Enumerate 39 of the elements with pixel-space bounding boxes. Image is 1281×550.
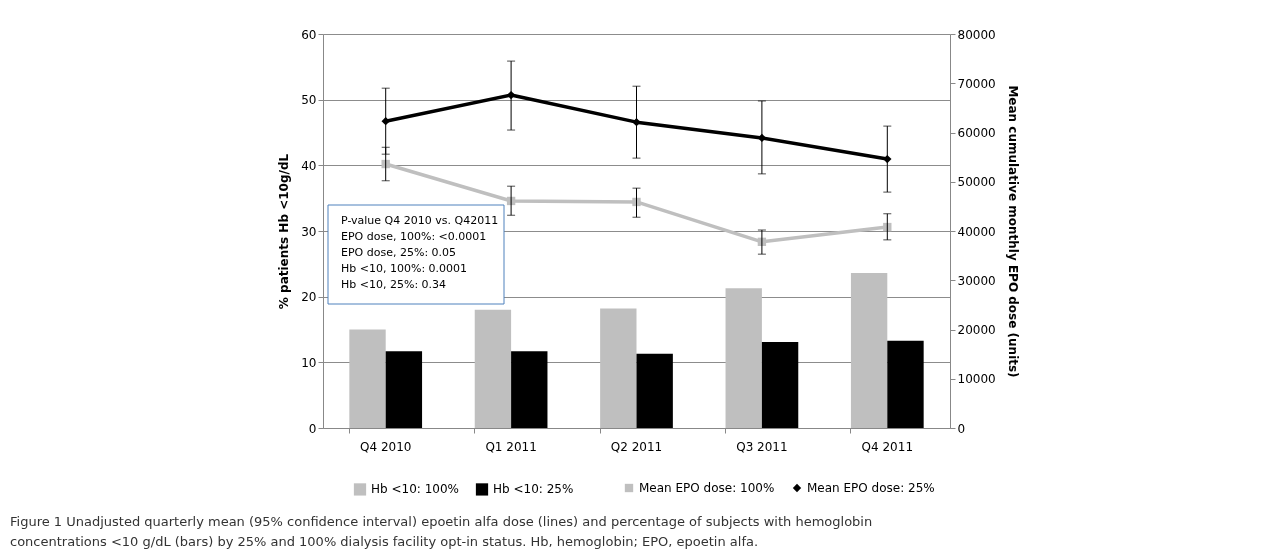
x-tick-label: Q4 2010 (359, 439, 412, 454)
bar (385, 351, 423, 428)
bar (349, 329, 386, 428)
y2-tick-label: 80000 (957, 27, 996, 42)
x-tick-label: Q3 2011 (736, 439, 788, 454)
y2-tick-label: 0 (957, 421, 966, 436)
y2-tick-label: 40000 (957, 224, 996, 239)
x-tick-label: Q2 2011 (610, 439, 663, 454)
bar (474, 309, 512, 428)
y-tick-label: 0 (308, 421, 317, 436)
bar (511, 351, 548, 428)
bar (725, 288, 762, 428)
legend-label: Mean EPO dose: 100% (639, 481, 775, 495)
bar (761, 341, 799, 428)
y2-axis-title: Mean cumulative monthly EPO dose (units) (1005, 85, 1020, 378)
y-tick-label: 60 (301, 27, 317, 42)
y-tick-label: 10 (301, 355, 317, 370)
legend-label: Mean EPO dose: 25% (807, 481, 935, 495)
y2-tick-label: 50000 (957, 175, 996, 190)
y-tick-label: 30 (301, 224, 317, 239)
y2-tick-label: 30000 (957, 273, 996, 288)
bar (887, 340, 924, 428)
y-tick-label: 50 (301, 93, 317, 108)
caption: Figure 1 Unadjusted quarterly mean (95% confidence interval) epoetin alfa dose (lines) and percentage of subjects with hemoglobin concentrations <10 g/dL (bars) by 25% and 100% dialysis facility opt-in status. Hb, hemoglobin; EPO, epoetin alfa. (10, 514, 873, 549)
y-tick-label: 40 (301, 158, 317, 173)
y-tick-label: 20 (301, 290, 317, 305)
x-tick-label: Q1 2011 (485, 439, 537, 454)
y-axis-title: % patients Hb <10g/dL (277, 153, 292, 310)
y2-tick-label: 20000 (957, 323, 996, 337)
y2-tick-label: 10000 (957, 372, 996, 387)
legend-label: Hb <10: 25% (493, 482, 574, 497)
legend-label: Hb <10: 100% (371, 482, 459, 497)
annotation: P-value Q4 2010 vs. Q42011 EPO dose, 100%: <0.0001 EPO dose, 25%: 0.05 Hb <10, 100%: 0.0001 Hb <10, 25%: 0.34 (341, 214, 499, 291)
bar (600, 308, 637, 428)
x-tick-label: Q4 2011 (861, 439, 914, 454)
bar (850, 273, 888, 428)
y2-tick-label: 60000 (957, 126, 996, 140)
bar (636, 353, 673, 428)
y2-tick-label: 70000 (957, 76, 996, 91)
